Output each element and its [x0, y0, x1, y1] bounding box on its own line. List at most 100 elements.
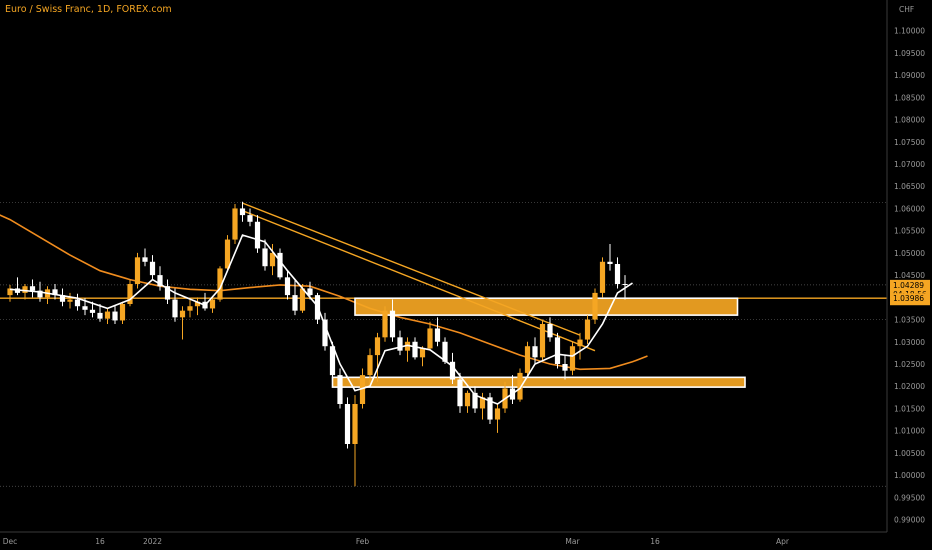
candle-13[interactable]: [104, 308, 111, 324]
candle-73[interactable]: [554, 332, 561, 369]
candle-body: [374, 337, 381, 356]
candle-51[interactable]: [389, 299, 396, 342]
candle-79[interactable]: [599, 257, 606, 298]
price-axis[interactable]: CHF 1.10000 1.09500 1.09000 1.08500 1.08000 1…: [886, 0, 925, 532]
time-tick-label: 16: [95, 537, 105, 546]
candle-body: [67, 299, 73, 302]
candle-62[interactable]: [472, 386, 478, 413]
candle-24[interactable]: [187, 299, 193, 318]
price-tick-label: 1.02500: [894, 360, 925, 369]
price-tick-label: 1.05000: [894, 249, 925, 258]
candle-65[interactable]: [494, 404, 501, 433]
candle-32[interactable]: [247, 208, 253, 227]
candle-8[interactable]: [67, 292, 73, 309]
candle-body: [247, 215, 253, 222]
trendline-1[interactable]: [242, 210, 596, 352]
candle-75[interactable]: [569, 341, 576, 376]
candle-29[interactable]: [224, 235, 231, 271]
candle-70[interactable]: [532, 337, 538, 364]
candle-59[interactable]: [449, 352, 456, 384]
candle-22[interactable]: [172, 288, 178, 322]
candle-33[interactable]: [254, 215, 261, 253]
candle-71[interactable]: [539, 319, 546, 362]
candle-27[interactable]: [209, 297, 216, 313]
candle-81[interactable]: [614, 257, 621, 289]
candle-0[interactable]: [7, 284, 13, 302]
candle-6[interactable]: [52, 284, 58, 300]
candle-body: [329, 346, 336, 376]
candle-54[interactable]: [412, 337, 418, 360]
candle-60[interactable]: [457, 372, 463, 413]
candle-body: [74, 299, 81, 307]
candle-38[interactable]: [292, 279, 298, 316]
candle-64[interactable]: [487, 392, 493, 424]
candle-44[interactable]: [337, 368, 343, 409]
candle-48[interactable]: [367, 348, 373, 387]
candle-7[interactable]: [59, 288, 66, 307]
candle-50[interactable]: [382, 306, 388, 342]
candle-30[interactable]: [232, 204, 238, 244]
candle-2[interactable]: [22, 284, 28, 300]
candle-28[interactable]: [217, 266, 223, 302]
zone-box-0[interactable]: [354, 297, 739, 316]
candle-1[interactable]: [14, 277, 21, 296]
candle-5[interactable]: [44, 286, 51, 304]
candle-15[interactable]: [119, 301, 126, 324]
candle-35[interactable]: [269, 244, 276, 276]
candle-45[interactable]: [344, 397, 351, 449]
candle-body: [224, 239, 231, 269]
price-tick-label: 1.06500: [894, 182, 925, 191]
candle-55[interactable]: [419, 346, 426, 367]
candle-19[interactable]: [149, 255, 156, 280]
candle-52[interactable]: [397, 330, 403, 356]
candle-17[interactable]: [134, 252, 141, 289]
candle-18[interactable]: [142, 248, 148, 267]
price-tick-label: 1.01000: [894, 427, 925, 436]
candle-69[interactable]: [524, 341, 531, 376]
candle-77[interactable]: [584, 315, 591, 344]
candle-9[interactable]: [74, 293, 81, 311]
candle-31[interactable]: [239, 201, 246, 222]
price-tick-label: 1.07000: [894, 160, 925, 169]
candle-46[interactable]: [352, 395, 358, 487]
zone-box-1[interactable]: [331, 376, 746, 388]
candle-21[interactable]: [164, 279, 171, 304]
candle-body: [97, 312, 103, 319]
candle-56[interactable]: [427, 321, 433, 351]
candle-57[interactable]: [434, 317, 441, 347]
candle-11[interactable]: [89, 301, 96, 318]
candle-body: [269, 252, 276, 267]
candle-26[interactable]: [202, 292, 208, 311]
candle-14[interactable]: [112, 305, 118, 324]
candle-49[interactable]: [374, 332, 381, 382]
candle-16[interactable]: [127, 279, 133, 307]
candle-37[interactable]: [284, 270, 291, 300]
candle-body: [322, 319, 328, 347]
candle-body: [419, 348, 426, 358]
time-axis[interactable]: Dec162022FebMar16AprMay17Jun16JulAug: [0, 531, 932, 546]
candle-74[interactable]: [562, 355, 568, 380]
candle-3[interactable]: [29, 279, 36, 298]
price-labels: 1.0428904:18:561.03986: [890, 279, 930, 306]
candle-72[interactable]: [547, 317, 553, 342]
candle-36[interactable]: [277, 248, 283, 280]
candle-41[interactable]: [314, 292, 321, 324]
candle-43[interactable]: [329, 341, 336, 382]
candle-34[interactable]: [262, 239, 268, 271]
candle-80[interactable]: [607, 244, 613, 271]
candle-61[interactable]: [464, 390, 471, 413]
candle-23[interactable]: [179, 306, 186, 340]
candle-68[interactable]: [517, 368, 523, 402]
candle-53[interactable]: [404, 337, 411, 362]
trendline-0[interactable]: [242, 202, 581, 336]
candle-76[interactable]: [577, 332, 583, 360]
candle-20[interactable]: [157, 266, 163, 291]
candle-42[interactable]: [322, 312, 328, 351]
candle-body: [337, 375, 343, 404]
price-tick-label: 1.04500: [894, 271, 925, 280]
candle-78[interactable]: [592, 288, 598, 324]
candle-58[interactable]: [442, 337, 448, 364]
candle-12[interactable]: [97, 304, 103, 322]
candle-25[interactable]: [194, 297, 201, 316]
